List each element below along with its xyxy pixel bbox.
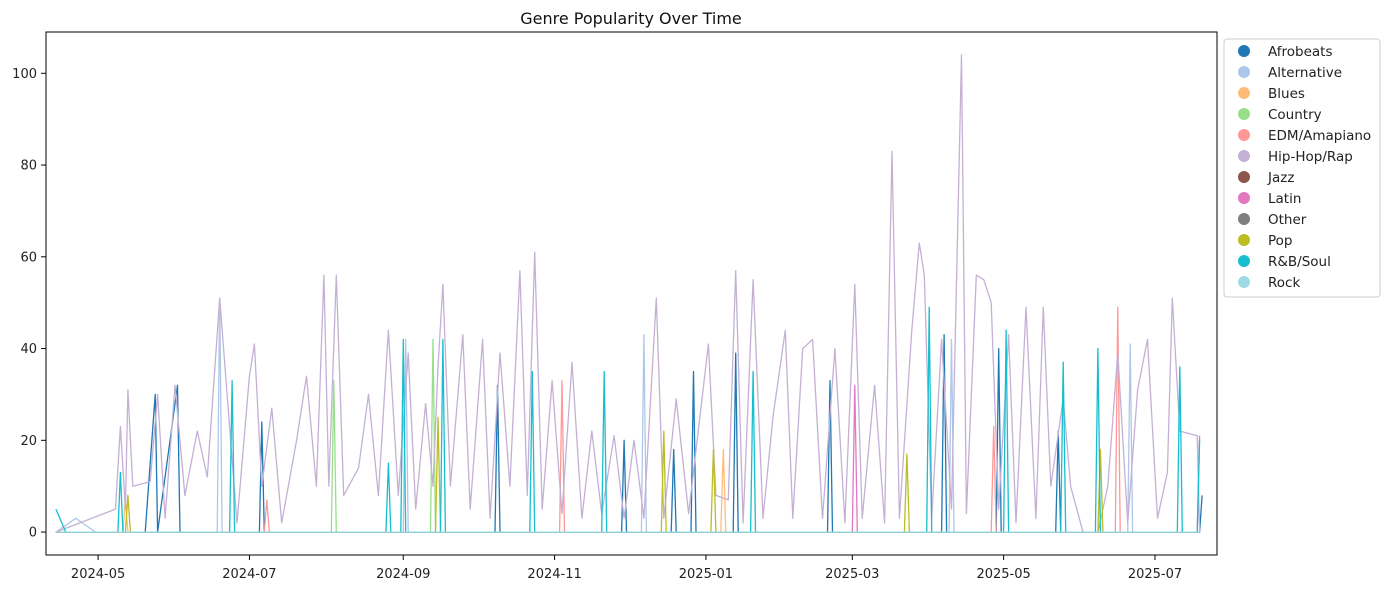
series-line-afrobeats (55, 334, 1203, 533)
legend-label: Afrobeats (1268, 44, 1333, 60)
legend-marker (1238, 66, 1250, 78)
x-tick-label: 2025-05 (976, 567, 1030, 582)
axes: 2024-05 2024-07 2024-09 2024-11 2025-01 2025-… (12, 31, 1218, 582)
legend-marker (1238, 108, 1250, 120)
y-tick-label: 80 (20, 159, 37, 174)
legend-label: Blues (1268, 86, 1305, 102)
legend-marker (1238, 192, 1250, 204)
series-line-hip-hop-rap (55, 54, 1201, 533)
legend: Afrobeats Alternative Blues Country EDM/Amap… (1223, 38, 1381, 298)
plot-area (55, 54, 1203, 533)
y-tick-label: 40 (20, 342, 37, 357)
series-line-country (55, 338, 1200, 533)
legend-label: Alternative (1268, 65, 1342, 81)
y-tick-label: 0 (29, 526, 37, 541)
legend-label: Jazz (1267, 170, 1294, 186)
x-tick-label: 2024-09 (376, 567, 430, 582)
x-tick-label: 2024-05 (71, 567, 125, 582)
y-tick-label: 100 (12, 67, 37, 82)
legend-marker (1238, 213, 1250, 225)
legend-marker (1238, 150, 1250, 162)
legend-marker (1238, 45, 1250, 57)
legend-label: Pop (1268, 233, 1293, 249)
legend-label: R&B/Soul (1268, 254, 1331, 270)
x-tick-label: 2024-07 (222, 567, 276, 582)
legend-marker (1238, 171, 1250, 183)
legend-marker (1238, 87, 1250, 99)
series-line-pop (55, 416, 1200, 533)
legend-label: Other (1268, 212, 1307, 228)
legend-label: Country (1268, 107, 1322, 123)
legend-marker (1238, 129, 1250, 141)
legend-marker (1238, 255, 1250, 267)
legend-marker (1238, 234, 1250, 246)
y-tick-label: 20 (20, 434, 37, 449)
legend-label: EDM/Amapiano (1268, 128, 1371, 144)
x-tick-label: 2025-03 (825, 567, 879, 582)
series-line-alternative (55, 297, 1200, 533)
x-tick-label: 2024-11 (527, 567, 581, 582)
legend-box (1223, 38, 1381, 298)
plot-frame (45, 31, 1218, 556)
legend-label: Hip-Hop/Rap (1268, 149, 1353, 165)
x-tick-label: 2025-01 (679, 567, 733, 582)
legend-label: Rock (1268, 275, 1300, 291)
x-tick-label: 2025-07 (1128, 567, 1182, 582)
legend-label: Latin (1268, 191, 1301, 207)
legend-marker (1238, 276, 1250, 288)
y-tick-label: 60 (20, 250, 37, 265)
chart-title: Genre Popularity Over Time (520, 9, 742, 28)
